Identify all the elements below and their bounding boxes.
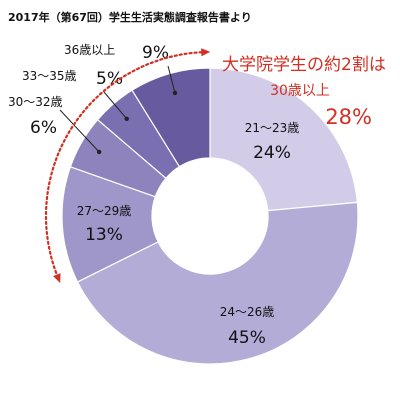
slice-24-26 [76,201,359,365]
label-value-24-26: 45% [228,328,266,348]
leader-dot-33-35 [124,116,129,121]
callout-arrow-right [201,48,211,57]
label-value-27-29: 13% [85,225,123,245]
callout-line-2: 30歳以上 [270,83,330,99]
label-value-36-plus: 9% [142,43,169,63]
label-category-24-26: 24～26歳 [220,305,275,319]
label-category-36-plus: 36歳以上 [64,43,115,57]
label-category-33-35: 33～35歳 [22,69,77,83]
leader-dot-30-32 [96,149,102,155]
label-category-30-32: 30～32歳 [8,95,63,109]
label-category-21-23: 21～23歳 [245,121,300,135]
leader-dot-36-plus [172,90,178,96]
label-category-27-29: 27～29歳 [77,204,132,218]
leader-line-36-plus [167,65,176,94]
slices-group [61,67,359,365]
chart-title: 2017年（第67回）学生生活実態調査報告書より [8,10,252,24]
callout-arrow-left [53,273,61,283]
callout-line-3: 28% [325,105,372,129]
label-value-21-23: 24% [253,143,291,163]
callout-line-1: 大学院学生の約2割は [222,55,386,75]
label-value-30-32: 6% [30,118,57,138]
leader-line-33-35 [103,91,128,120]
callout-arc [44,50,206,279]
slice-21-23 [209,67,359,212]
labels-group: 21～23歳 24% 24～26歳 45% 27～29歳 13% 30～32歳 6% 33～35… [8,43,299,348]
slice-36-plus [131,67,211,168]
leader-line-30-32 [59,109,100,153]
label-value-33-35: 5% [96,69,123,89]
